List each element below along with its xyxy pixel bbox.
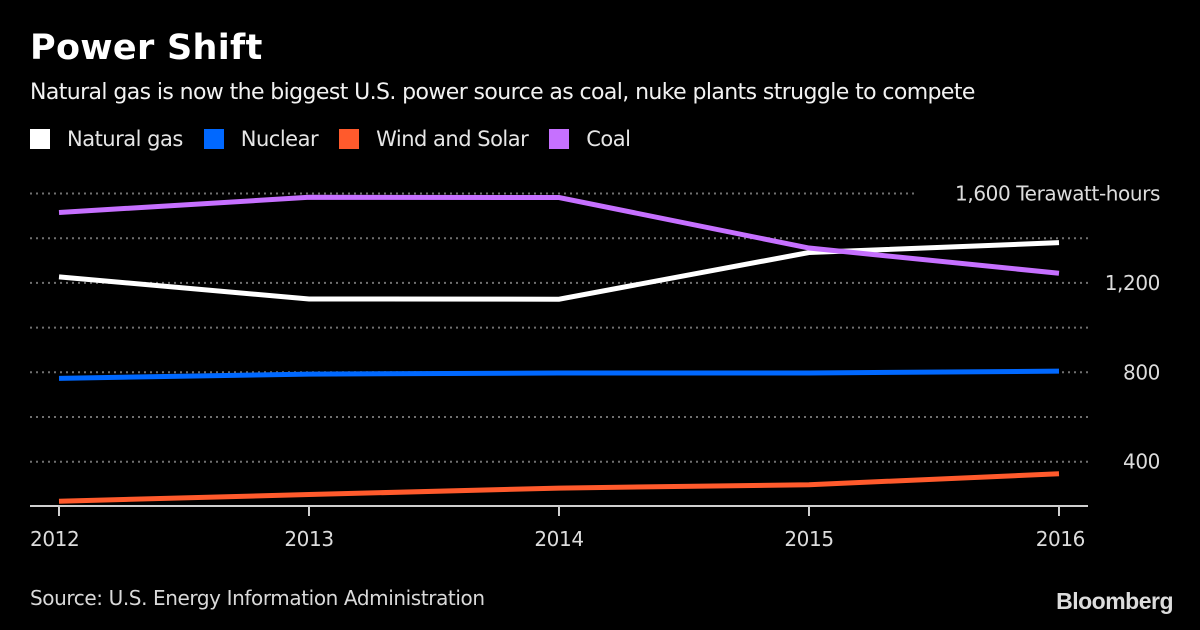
bloomberg-logo: Bloomberg bbox=[1056, 588, 1173, 614]
series-line-nuclear bbox=[58, 368, 1060, 381]
y-tick-label: 1,200 bbox=[1105, 271, 1160, 295]
chart-subtitle: Natural gas is now the biggest U.S. powe… bbox=[30, 80, 975, 105]
x-tick-label: 2013 bbox=[284, 527, 333, 551]
legend: Natural gas Nuclear Wind and Solar Coal bbox=[30, 127, 651, 151]
y-tick-label: 400 bbox=[1123, 450, 1160, 474]
legend-swatch-natural-gas bbox=[30, 129, 50, 149]
x-tick-label: 2015 bbox=[784, 527, 833, 551]
legend-label: Natural gas bbox=[67, 127, 183, 151]
legend-label: Nuclear bbox=[240, 127, 319, 151]
x-tick-label: 2016 bbox=[1036, 527, 1085, 551]
legend-item-natural-gas: Natural gas bbox=[30, 127, 183, 151]
legend-label: Coal bbox=[586, 127, 631, 151]
legend-item-wind-solar: Wind and Solar bbox=[339, 127, 529, 151]
legend-swatch-wind-solar bbox=[339, 129, 360, 149]
series-line-wind-and-solar bbox=[58, 471, 1060, 504]
series-line-coal bbox=[58, 194, 1060, 276]
legend-item-nuclear: Nuclear bbox=[203, 127, 319, 151]
source-note: Source: U.S. Energy Information Administ… bbox=[30, 586, 485, 610]
y-tick-label: 800 bbox=[1123, 360, 1160, 384]
x-tick-label: 2014 bbox=[534, 527, 583, 551]
y-tick-label: 1,600 Terawatt-hours bbox=[955, 182, 1160, 206]
x-tick-label: 2012 bbox=[30, 527, 79, 551]
legend-item-coal: Coal bbox=[549, 127, 631, 151]
legend-swatch-coal bbox=[549, 129, 570, 149]
chart-title: Power Shift bbox=[30, 28, 263, 68]
legend-swatch-nuclear bbox=[203, 129, 224, 149]
series-line-natural-gas bbox=[58, 240, 1060, 302]
legend-label: Wind and Solar bbox=[376, 127, 529, 151]
